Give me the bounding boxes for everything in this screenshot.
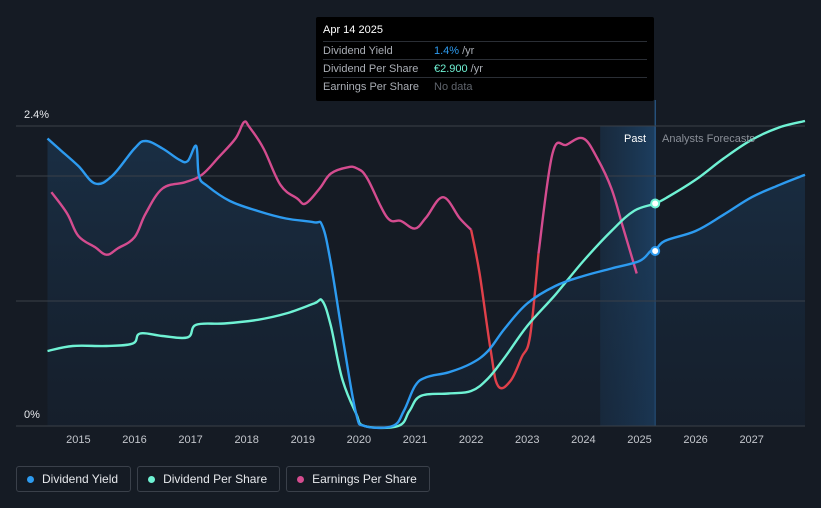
legend-label: Dividend Yield — [42, 472, 119, 486]
hover-tooltip: Apr 14 2025 Dividend Yield 1.4% /yr Divi… — [316, 17, 654, 101]
legend-dot-icon — [297, 475, 305, 483]
tooltip-unit: /yr — [462, 44, 475, 57]
tooltip-unit: /yr — [470, 62, 483, 75]
x-tick-label: 2026 — [683, 434, 707, 446]
dividend-yield-area — [47, 138, 805, 426]
past-label: Past — [624, 133, 646, 145]
x-tick-label: 2025 — [627, 434, 651, 446]
chart-grid — [16, 125, 805, 427]
legend-earnings-per-share[interactable]: Earnings Per Share — [286, 466, 430, 492]
chart-series — [46, 119, 806, 430]
legend-dividend-per-share[interactable]: Dividend Per Share — [137, 466, 281, 492]
x-tick-label: 2027 — [739, 434, 763, 446]
tooltip-value: 1.4% — [434, 44, 460, 57]
tooltip-row-dividend-yield: Dividend Yield 1.4% /yr — [323, 42, 647, 60]
dividend-per-share-marker — [650, 198, 661, 209]
legend-label: Dividend Per Share — [163, 472, 268, 486]
x-tick-label: 2018 — [234, 434, 258, 446]
eps-line-negative — [469, 229, 540, 390]
tooltip-row-dividend-per-share: Dividend Per Share €2.900 /yr — [323, 60, 647, 78]
x-tick-label: 2022 — [459, 434, 483, 446]
tooltip-label: Dividend Yield — [323, 44, 393, 57]
chart-legend: Dividend Yield Dividend Per Share Earnin… — [16, 466, 430, 492]
y-tick-label: 2.4% — [24, 109, 49, 121]
x-tick-label: 2024 — [571, 434, 595, 446]
tooltip-value: €2.900 — [434, 62, 468, 75]
chart-axes: 2.4% 0% 2015 2016 2017 2018 2019 2020 2021 2022 20… — [24, 109, 764, 446]
tooltip-date: Apr 14 2025 — [323, 24, 647, 42]
eps-line — [537, 136, 638, 274]
y-tick-label: 0% — [24, 409, 40, 421]
legend-dot-icon — [27, 475, 34, 483]
x-tick-label: 2019 — [291, 434, 315, 446]
tooltip-label: Dividend Per Share — [323, 62, 419, 75]
forecast-label: Analysts Forecasts — [662, 133, 755, 145]
tooltip-label: Earnings Per Share — [323, 80, 419, 93]
x-tick-label: 2015 — [66, 434, 90, 446]
tooltip-value: No data — [434, 80, 473, 93]
x-tick-label: 2021 — [403, 434, 427, 446]
x-tick-label: 2016 — [122, 434, 146, 446]
eps-line — [50, 120, 472, 256]
x-tick-label: 2017 — [178, 434, 202, 446]
tooltip-row-earnings-per-share: Earnings Per Share No data — [323, 78, 647, 95]
x-tick-label: 2023 — [515, 434, 539, 446]
legend-dot-icon — [148, 475, 156, 483]
legend-label: Earnings Per Share — [312, 472, 417, 486]
legend-dividend-yield[interactable]: Dividend Yield — [16, 466, 132, 492]
x-tick-label: 2020 — [347, 434, 371, 446]
dividend-yield-marker — [650, 246, 661, 256]
